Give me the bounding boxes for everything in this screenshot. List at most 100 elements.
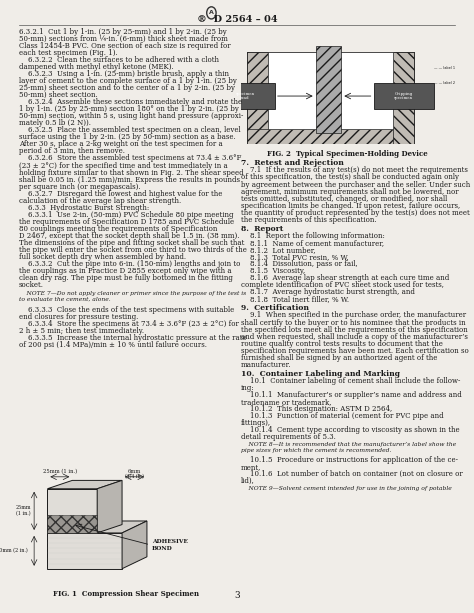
Text: to evaluate the cement, alone.: to evaluate the cement, alone. [19,297,110,302]
Text: 1 by 1-in. (25 by 25-mm) section 180° on the 1 by 2-in. (25 by: 1 by 1-in. (25 by 25-mm) section 180° on… [19,105,239,113]
Text: Class 12454-B PVC. One section of each size is required for: Class 12454-B PVC. One section of each s… [19,42,230,50]
Text: ®  D 2564 – 04: ® D 2564 – 04 [197,15,277,25]
Text: FIG. 2  Typical Specimen-Holding Device: FIG. 2 Typical Specimen-Holding Device [267,150,428,158]
Text: 8.1.6  Average lap shear strength at each cure time and: 8.1.6 Average lap shear strength at each… [240,274,449,282]
Text: furnished shall be signed by an authorized agent of the: furnished shall be signed by an authoriz… [240,354,437,362]
Text: 7.1  If the results of any test(s) do not meet the requirements: 7.1 If the results of any test(s) do not… [240,166,467,175]
Text: 25-mm) sheet section and to the center of a 1 by 2-in. (25 by: 25-mm) sheet section and to the center o… [19,84,235,92]
Text: the couplings as in Practice D 2855 except only wipe with a: the couplings as in Practice D 2855 exce… [19,267,232,275]
Text: 6mm: 6mm [128,470,141,474]
Text: NOTE 9—Solvent cement intended for use in the joining of potable: NOTE 9—Solvent cement intended for use i… [240,486,451,492]
Text: 6.3.3.4  Store the specimens at 73.4 ± 3.6°F (23 ± 2°C) for: 6.3.3.4 Store the specimens at 73.4 ± 3.… [19,320,239,328]
Text: (1/4 in.): (1/4 in.) [125,474,144,479]
FancyBboxPatch shape [247,52,414,144]
Text: 8.1.7  Average hydrostatic burst strength, and: 8.1.7 Average hydrostatic burst strength… [240,288,414,296]
Text: shall be 0.05 in. (1.25 mm)/min. Express the results in pounds: shall be 0.05 in. (1.25 mm)/min. Express… [19,175,240,184]
Text: 8.1.3  Total PVC resin, % W,: 8.1.3 Total PVC resin, % W, [240,253,348,261]
Text: the pipe will enter the socket from one third to two thirds of the: the pipe will enter the socket from one … [19,246,247,254]
Text: dampened with methyl ethyl ketone (MEK).: dampened with methyl ethyl ketone (MEK). [19,63,173,71]
Text: 8.1.2  Lot number,: 8.1.2 Lot number, [240,246,315,254]
Text: 10.1.2  This designation: ASTM D 2564,: 10.1.2 This designation: ASTM D 2564, [240,405,392,413]
Text: layer of cement to the complete surface of a 1 by 1-in. (25 by: layer of cement to the complete surface … [19,77,237,85]
Text: lid),: lid), [240,478,255,485]
Text: 6.3.2.6  Store the assembled test specimens at 73.4 ± 3.6°F: 6.3.2.6 Store the assembled test specime… [19,154,241,162]
FancyBboxPatch shape [247,129,414,144]
Text: 8.1.8  Total inert filler, % W.: 8.1.8 Total inert filler, % W. [240,295,349,303]
FancyBboxPatch shape [316,46,341,133]
Text: per square inch (or megapascals).: per square inch (or megapascals). [19,183,141,191]
Polygon shape [47,481,122,489]
Text: 6.3.2.7  Disregard the lowest and highest value for the: 6.3.2.7 Disregard the lowest and highest… [19,189,222,198]
Text: 10.1.5  Procedure or instructions for application of the ce-: 10.1.5 Procedure or instructions for app… [240,456,457,464]
Text: fittings),: fittings), [240,419,271,427]
Text: 6.3.3  Hydrostatic Burst Strength:: 6.3.3 Hydrostatic Burst Strength: [19,204,149,212]
Text: mately 0.5 lb (2 N)).: mately 0.5 lb (2 N)). [19,119,91,128]
Polygon shape [97,481,122,533]
Text: 6.3.2.4  Assemble these sections immediately and rotate the: 6.3.2.4 Assemble these sections immediat… [19,98,242,106]
Text: 50-mm) sheet section.: 50-mm) sheet section. [19,91,98,99]
Text: 10.1.6  Lot number of batch on container (not on closure or: 10.1.6 Lot number of batch on container … [240,470,462,478]
Text: 25mm (1 in.): 25mm (1 in.) [43,470,77,474]
Text: 6.3.2.2  Clean the surfaces to be adhered with a cloth: 6.3.2.2 Clean the surfaces to be adhered… [19,56,219,64]
Text: 50-mm) section, within 5 s, using light hand pressure (approxi-: 50-mm) section, within 5 s, using light … [19,112,243,120]
Polygon shape [47,521,147,533]
FancyBboxPatch shape [374,83,434,109]
Text: The dimensions of the pipe and fitting socket shall be such that: The dimensions of the pipe and fitting s… [19,239,244,247]
Polygon shape [47,489,97,533]
FancyBboxPatch shape [268,52,393,129]
Text: 2 h ± 5 min; then test immediately.: 2 h ± 5 min; then test immediately. [19,327,144,335]
Text: of this specification, the test(s) shall be conducted again only: of this specification, the test(s) shall… [240,173,458,181]
Text: and when requested, shall include a copy of the manufacturer’s: and when requested, shall include a copy… [240,333,467,341]
Text: BOND: BOND [152,546,173,551]
Text: 6.3.3.1  Use 2-in. (50-mm) PVC Schedule 80 pipe meeting: 6.3.3.1 Use 2-in. (50-mm) PVC Schedule 8… [19,211,234,219]
Text: — — label 2: — — label 2 [434,81,455,85]
Text: specification limits be changed. If upon retest, failure occurs,: specification limits be changed. If upon… [240,202,460,210]
Text: 10.1.3  Function of material (cement for PVC pipe and: 10.1.3 Function of material (cement for … [240,412,443,421]
Text: specification requirements have been met. Each certification so: specification requirements have been met… [240,347,468,355]
Text: 6.3.2.3  Using a 1-in. (25-mm) bristle brush, apply a thin: 6.3.2.3 Using a 1-in. (25-mm) bristle br… [19,70,229,78]
Text: 9.  Certification: 9. Certification [240,305,309,313]
FancyBboxPatch shape [247,52,268,144]
Text: pipe sizes for which the cement is recommended.: pipe sizes for which the cement is recom… [240,448,391,453]
Text: 10.1.4  Cement type according to viscosity as shown in the: 10.1.4 Cement type according to viscosit… [240,426,459,435]
Text: FIG. 1  Compression Shear Specimen: FIG. 1 Compression Shear Specimen [53,590,199,598]
Text: NOTE 8—It is recommended that the manufacturer’s label show the: NOTE 8—It is recommended that the manufa… [240,443,456,447]
Text: 6.3.3.5  Increase the internal hydrostatic pressure at the rate: 6.3.3.5 Increase the internal hydrostati… [19,334,246,342]
Text: 8.  Report: 8. Report [240,225,283,233]
Polygon shape [122,521,147,569]
Text: 8.1.5  Viscosity,: 8.1.5 Viscosity, [240,267,305,275]
Text: socket.: socket. [19,281,44,289]
Text: 10.1.1  Manufacturer’s or supplier’s name and address and: 10.1.1 Manufacturer’s or supplier’s name… [240,391,461,399]
Text: Gripping
specimen: Gripping specimen [394,92,413,101]
Text: 3: 3 [234,591,240,600]
Text: 8.1  Report the following information:: 8.1 Report the following information: [240,232,384,240]
Text: 50-mm) sections from ¼-in. (6-mm) thick sheet made from: 50-mm) sections from ¼-in. (6-mm) thick … [19,34,228,43]
Text: 8.1.4  Dissolution, pass or fail,: 8.1.4 Dissolution, pass or fail, [240,260,357,268]
Text: 6.3.2.1  Cut 1 by 1-in. (25 by 25-mm) and 1 by 2-in. (25 by: 6.3.2.1 Cut 1 by 1-in. (25 by 25-mm) and… [19,28,227,36]
Text: 7.  Retest and Rejection: 7. Retest and Rejection [240,159,344,167]
Text: of 200 psi (1.4 MPa)/min ± 10 % until failure occurs.: of 200 psi (1.4 MPa)/min ± 10 % until fa… [19,341,207,349]
Text: shall certify to the buyer or to his nominee that the products in: shall certify to the buyer or to his nom… [240,319,465,327]
Text: each test specimen (Fig. 1).: each test specimen (Fig. 1). [19,48,118,57]
Text: the requirements of Specification D 1785 and PVC Schedule: the requirements of Specification D 1785… [19,218,234,226]
Text: calculation of the average lap shear strength.: calculation of the average lap shear str… [19,197,181,205]
Text: period of 3 min, then remove.: period of 3 min, then remove. [19,147,125,156]
Text: 6.3.2.5  Place the assembled test specimen on a clean, level: 6.3.2.5 Place the assembled test specime… [19,126,241,134]
Text: ment,: ment, [240,463,261,471]
Text: routine quality control tests results to document that the: routine quality control tests results to… [240,340,442,348]
Text: 9.1  When specified in the purchase order, the manufacturer: 9.1 When specified in the purchase order… [240,311,465,319]
Text: ADHESIVE: ADHESIVE [152,539,188,544]
Text: After 30 s, place a 2-kg weight on the test specimen for a: After 30 s, place a 2-kg weight on the t… [19,140,223,148]
Text: agreement, minimum requirements shall not be lowered, nor: agreement, minimum requirements shall no… [240,188,458,196]
Text: A: A [209,10,214,15]
Text: complete identification of PVC sheet stock used for tests,: complete identification of PVC sheet sto… [240,281,444,289]
Text: D 2467, except that the socket depth shall be 1.5 in. (38 mm).: D 2467, except that the socket depth sha… [19,232,239,240]
Text: the requirements of this specification.: the requirements of this specification. [240,216,376,224]
Text: tests omitted, substituted, changed, or modified, nor shall: tests omitted, substituted, changed, or … [240,194,447,203]
Text: 6.3.3.3  Close the ends of the test specimens with suitable: 6.3.3.3 Close the ends of the test speci… [19,306,234,314]
Text: detail requirements of 5.3.: detail requirements of 5.3. [240,433,336,441]
Text: 50mm (2 in.): 50mm (2 in.) [0,548,27,554]
Text: — — label 1: — — label 1 [434,66,455,70]
Text: the quantity of product represented by the test(s) does not meet: the quantity of product represented by t… [240,208,469,217]
Text: clean dry rag. The pipe must be fully bottomed in the fitting: clean dry rag. The pipe must be fully bo… [19,274,233,283]
